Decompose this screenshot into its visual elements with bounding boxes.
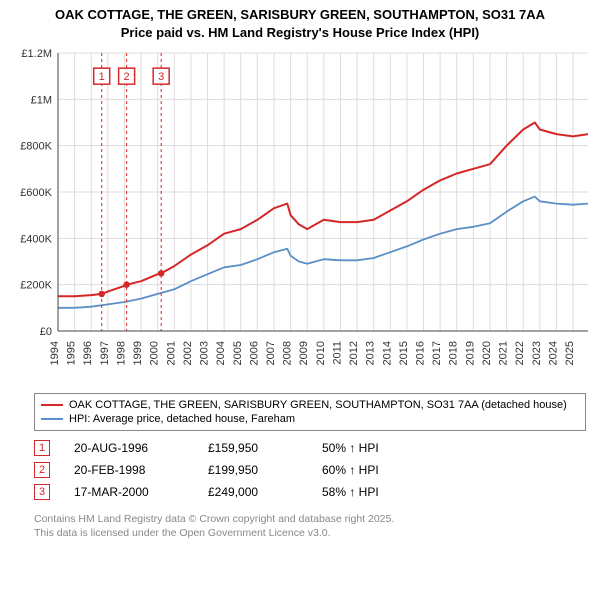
svg-text:2019: 2019 xyxy=(464,341,476,365)
transaction-table: 1 20-AUG-1996 £159,950 50% ↑ HPI 2 20-FEB-199… xyxy=(34,437,594,503)
svg-text:£600K: £600K xyxy=(20,187,52,199)
data-attribution: Contains HM Land Registry data © Crown c… xyxy=(34,513,594,540)
svg-text:1996: 1996 xyxy=(82,341,94,365)
svg-text:1: 1 xyxy=(99,71,105,83)
svg-text:£0: £0 xyxy=(40,326,52,338)
svg-text:2015: 2015 xyxy=(398,341,410,365)
svg-text:2009: 2009 xyxy=(298,341,310,365)
legend-label: HPI: Average price, detached house, Fare… xyxy=(69,413,295,425)
transaction-marker: 3 xyxy=(34,484,50,500)
footer-line2: This data is licensed under the Open Gov… xyxy=(34,527,594,541)
svg-text:2018: 2018 xyxy=(448,341,460,365)
svg-text:2013: 2013 xyxy=(365,341,377,365)
svg-text:£1M: £1M xyxy=(31,94,52,106)
transaction-price: £249,000 xyxy=(208,485,298,499)
transaction-pct: 50% ↑ HPI xyxy=(322,441,412,455)
svg-text:£400K: £400K xyxy=(20,233,52,245)
transaction-price: £159,950 xyxy=(208,441,298,455)
svg-text:1999: 1999 xyxy=(132,341,144,365)
footer-line1: Contains HM Land Registry data © Crown c… xyxy=(34,513,594,527)
transaction-pct: 60% ↑ HPI xyxy=(322,463,412,477)
svg-text:1997: 1997 xyxy=(99,341,111,365)
svg-text:2017: 2017 xyxy=(431,341,443,365)
svg-text:1994: 1994 xyxy=(49,341,61,365)
svg-text:1995: 1995 xyxy=(66,341,78,365)
svg-text:2022: 2022 xyxy=(514,341,526,365)
transaction-row: 1 20-AUG-1996 £159,950 50% ↑ HPI xyxy=(34,437,594,459)
svg-text:2002: 2002 xyxy=(182,341,194,365)
transaction-row: 3 17-MAR-2000 £249,000 58% ↑ HPI xyxy=(34,481,594,503)
svg-text:£200K: £200K xyxy=(20,280,52,292)
transaction-marker: 2 xyxy=(34,462,50,478)
svg-text:2020: 2020 xyxy=(481,341,493,365)
chart-title: OAK COTTAGE, THE GREEN, SARISBURY GREEN,… xyxy=(6,6,594,41)
svg-text:3: 3 xyxy=(158,71,164,83)
title-line2: Price paid vs. HM Land Registry's House … xyxy=(6,24,594,42)
svg-text:2023: 2023 xyxy=(531,341,543,365)
transaction-price: £199,950 xyxy=(208,463,298,477)
transaction-marker: 1 xyxy=(34,440,50,456)
svg-text:£800K: £800K xyxy=(20,141,52,153)
svg-text:2001: 2001 xyxy=(165,341,177,365)
svg-text:2025: 2025 xyxy=(564,341,576,365)
svg-text:2: 2 xyxy=(124,71,130,83)
svg-text:2004: 2004 xyxy=(215,341,227,365)
title-line1: OAK COTTAGE, THE GREEN, SARISBURY GREEN,… xyxy=(6,6,594,24)
svg-text:2006: 2006 xyxy=(248,341,260,365)
svg-text:2005: 2005 xyxy=(232,341,244,365)
svg-text:2003: 2003 xyxy=(199,341,211,365)
svg-text:2011: 2011 xyxy=(331,341,343,365)
chart-legend: OAK COTTAGE, THE GREEN, SARISBURY GREEN,… xyxy=(34,393,586,431)
svg-text:2010: 2010 xyxy=(315,341,327,365)
svg-text:2021: 2021 xyxy=(498,341,510,365)
transaction-pct: 58% ↑ HPI xyxy=(322,485,412,499)
svg-text:1998: 1998 xyxy=(115,341,127,365)
svg-text:2007: 2007 xyxy=(265,341,277,365)
legend-swatch xyxy=(41,404,63,406)
transaction-date: 20-AUG-1996 xyxy=(74,441,184,455)
svg-text:2014: 2014 xyxy=(381,341,393,365)
transaction-row: 2 20-FEB-1998 £199,950 60% ↑ HPI xyxy=(34,459,594,481)
svg-text:2012: 2012 xyxy=(348,341,360,365)
legend-item: HPI: Average price, detached house, Fare… xyxy=(41,412,579,426)
legend-label: OAK COTTAGE, THE GREEN, SARISBURY GREEN,… xyxy=(69,399,567,411)
legend-item: OAK COTTAGE, THE GREEN, SARISBURY GREEN,… xyxy=(41,398,579,412)
transaction-date: 20-FEB-1998 xyxy=(74,463,184,477)
svg-text:2000: 2000 xyxy=(149,341,161,365)
transaction-date: 17-MAR-2000 xyxy=(74,485,184,499)
chart-container: £0 £200K £400K £600K £800K £1M £1.2M 1994 1995 19… xyxy=(6,45,594,385)
price-chart: £0 £200K £400K £600K £800K £1M £1.2M 1994 1995 19… xyxy=(6,45,594,385)
legend-swatch xyxy=(41,418,63,420)
svg-text:£1.2M: £1.2M xyxy=(21,48,52,60)
svg-text:2016: 2016 xyxy=(415,341,427,365)
svg-text:2008: 2008 xyxy=(282,341,294,365)
svg-text:2024: 2024 xyxy=(547,341,559,365)
